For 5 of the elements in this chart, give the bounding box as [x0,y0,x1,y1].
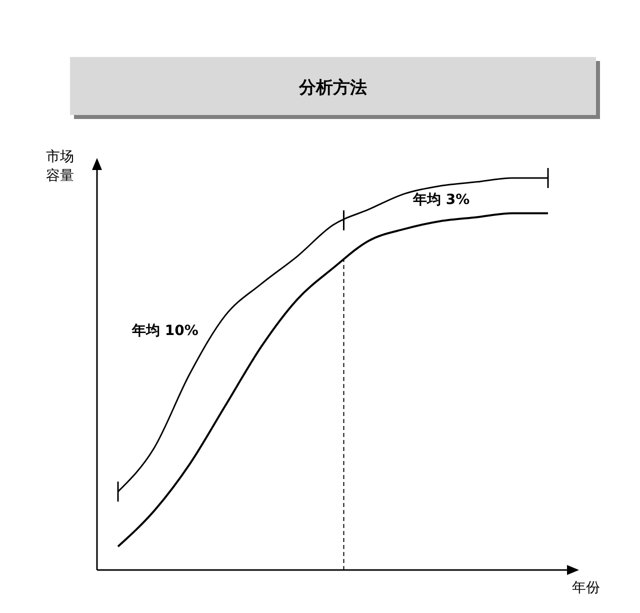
chart-title: 分析方法 [298,78,367,98]
annotation: 年均 3% [412,192,470,208]
annotation: 年均 10% [131,323,198,339]
text: 年份 [572,580,600,596]
text: 市场容量 [46,149,74,184]
